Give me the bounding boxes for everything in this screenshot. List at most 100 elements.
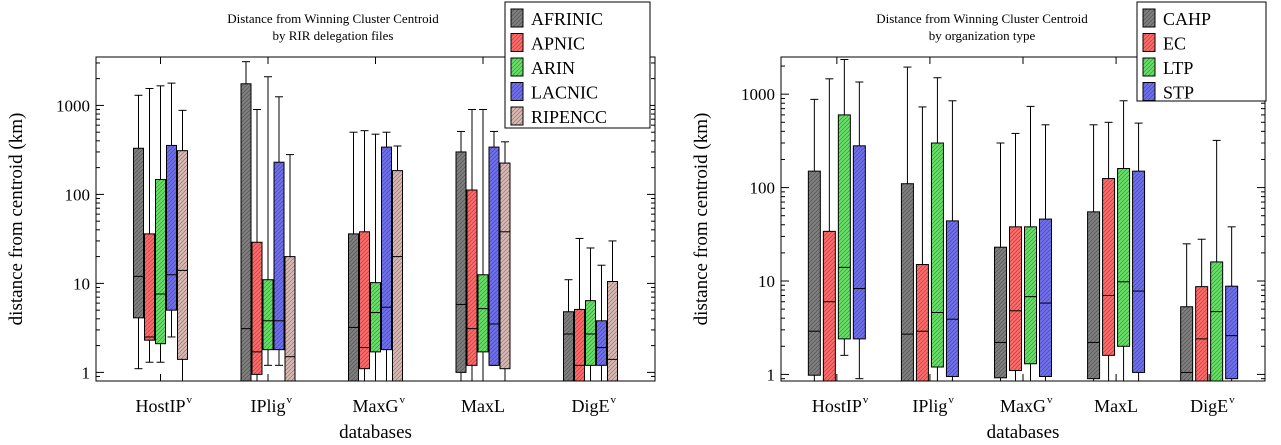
box-arin-maxg xyxy=(370,133,381,382)
box-hatch xyxy=(853,145,866,339)
box-hatch xyxy=(144,233,155,341)
box-hatch xyxy=(370,282,381,352)
x-category-label-iplig: IPlig xyxy=(250,396,285,416)
y-axis-label: distance from centroid (km) xyxy=(6,113,27,326)
legend-swatch-hatch xyxy=(511,82,523,101)
box-hatch xyxy=(456,151,466,373)
box-afrinic-iplig xyxy=(240,61,252,382)
box-hatch xyxy=(241,83,251,381)
box-hatch xyxy=(1117,168,1130,347)
legend-swatch-hatch xyxy=(511,107,523,125)
box-arin-hostip xyxy=(155,85,166,363)
box-ripencc-maxg xyxy=(392,145,403,382)
chart-title: Distance from Winning Cluster Centroid xyxy=(876,11,1088,26)
box-hatch xyxy=(285,256,295,381)
box-apnic-maxg xyxy=(359,130,370,382)
box-hatch xyxy=(467,190,477,366)
chart-title: Distance from Winning Cluster Centroid xyxy=(227,11,439,26)
box-ltp-maxl xyxy=(1117,100,1131,382)
legend-swatch-hatch xyxy=(1143,9,1155,27)
box-lacnic-iplig xyxy=(273,96,285,366)
box-hatch xyxy=(1039,219,1052,377)
box-hatch xyxy=(263,279,273,350)
box-hatch xyxy=(838,114,851,339)
legend-label-afrinic: AFRINIC xyxy=(531,9,603,29)
x-category-label-dige: DigE xyxy=(572,396,610,416)
legend-swatch-hatch xyxy=(511,58,523,76)
box-hatch xyxy=(1180,306,1193,381)
legend-frame xyxy=(504,1,651,129)
box-apnic-dige xyxy=(574,237,585,382)
x-category-label-maxg: MaxG xyxy=(353,396,399,416)
chart-title: by RIR delegation files xyxy=(273,28,394,43)
x-category-superscript: v xyxy=(948,394,954,406)
legend-label-ec: EC xyxy=(1163,34,1186,54)
x-category-superscript: v xyxy=(1047,394,1053,406)
box-hatch xyxy=(1210,261,1223,381)
x-category-label-iplig: IPlig xyxy=(912,396,947,416)
x-axis-label: databases xyxy=(339,422,412,443)
box-hatch xyxy=(500,163,510,369)
box-hatch xyxy=(274,162,284,350)
box-hatch xyxy=(392,170,403,381)
box-stp-dige xyxy=(1225,226,1239,382)
x-category-superscript: v xyxy=(187,394,193,406)
box-hatch xyxy=(348,233,359,381)
box-ec-maxl xyxy=(1102,121,1116,382)
box-stp-iplig xyxy=(945,100,959,382)
box-hatch xyxy=(133,148,144,318)
legend-label-apnic: APNIC xyxy=(531,34,585,54)
box-afrinic-hostip xyxy=(133,94,144,370)
box-ltp-hostip xyxy=(837,59,851,356)
legend-label-cahp: CAHP xyxy=(1163,9,1211,29)
box-hatch xyxy=(946,220,959,377)
box-apnic-iplig xyxy=(251,108,263,382)
box-hatch xyxy=(478,274,488,352)
box-afrinic-dige xyxy=(563,279,574,382)
box-ec-maxg xyxy=(1009,132,1022,382)
legend: AFRINIC APNIC ARIN LACNIC RIPENCC xyxy=(504,1,651,129)
box-lacnic-maxg xyxy=(381,131,392,382)
legend-label-lacnic: LACNIC xyxy=(531,83,598,103)
box-lacnic-dige xyxy=(596,264,607,382)
box-arin-maxl xyxy=(477,108,489,382)
x-category-label-maxl: MaxL xyxy=(461,396,505,416)
x-category-superscript: v xyxy=(287,394,293,406)
x-category-label-hostip: HostIP xyxy=(812,396,862,416)
box-cahp-maxl xyxy=(1087,124,1101,382)
legend-swatch-hatch xyxy=(511,33,523,52)
y-tick-label: 10 xyxy=(73,274,90,293)
legend-label-ltp: LTP xyxy=(1163,58,1193,78)
box-cahp-hostip xyxy=(807,98,821,382)
box-afrinic-maxg xyxy=(348,131,359,382)
y-tick-label: 1 xyxy=(767,365,776,384)
box-hatch xyxy=(563,311,574,381)
box-hatch xyxy=(166,145,177,311)
box-apnic-hostip xyxy=(144,87,155,363)
legend-label-stp: STP xyxy=(1163,83,1194,103)
legend-label-ripencc: RIPENCC xyxy=(531,107,607,127)
box-apnic-maxl xyxy=(466,108,478,382)
box-ltp-iplig xyxy=(930,77,944,382)
box-arin-iplig xyxy=(262,76,274,366)
x-category-label-dige: DigE xyxy=(1190,396,1228,416)
box-hatch xyxy=(252,242,262,375)
box-cahp-iplig xyxy=(900,66,914,382)
y-tick-label: 1 xyxy=(82,363,91,382)
box-ec-hostip xyxy=(822,78,836,382)
box-hatch xyxy=(585,300,596,366)
chart-by-rir: Distance from Winning Cluster Centroid by… xyxy=(6,1,656,443)
box-ripencc-maxl xyxy=(499,141,511,382)
box-ltp-dige xyxy=(1210,139,1224,382)
chart-by-organization-type: Distance from Winning Cluster Centroid by… xyxy=(691,1,1267,443)
y-tick-label: 100 xyxy=(750,179,776,198)
x-category-superscript: v xyxy=(863,394,869,406)
box-hatch xyxy=(607,281,618,381)
legend: CAHP EC LTP STP xyxy=(1136,1,1267,103)
box-ec-dige xyxy=(1195,238,1209,382)
legend-swatch-hatch xyxy=(511,9,523,27)
box-hatch xyxy=(1132,171,1145,373)
box-cahp-dige xyxy=(1180,243,1194,382)
y-tick-label: 1000 xyxy=(741,85,775,104)
